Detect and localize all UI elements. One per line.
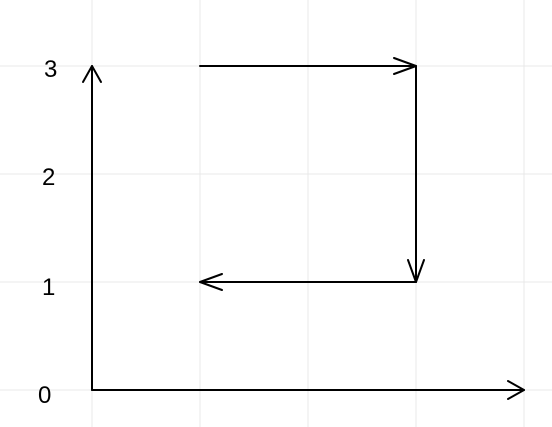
- y-tick-label-1: 1: [42, 274, 56, 301]
- x-axis-arrow: [91, 380, 525, 400]
- y-tick-label-2: 2: [42, 164, 56, 191]
- y-tick-label-3: 3: [44, 56, 58, 83]
- y-axis-arrow: [82, 65, 102, 391]
- y-tick-label-0: 0: [38, 382, 52, 409]
- arrow-left-bottom: [199, 273, 417, 291]
